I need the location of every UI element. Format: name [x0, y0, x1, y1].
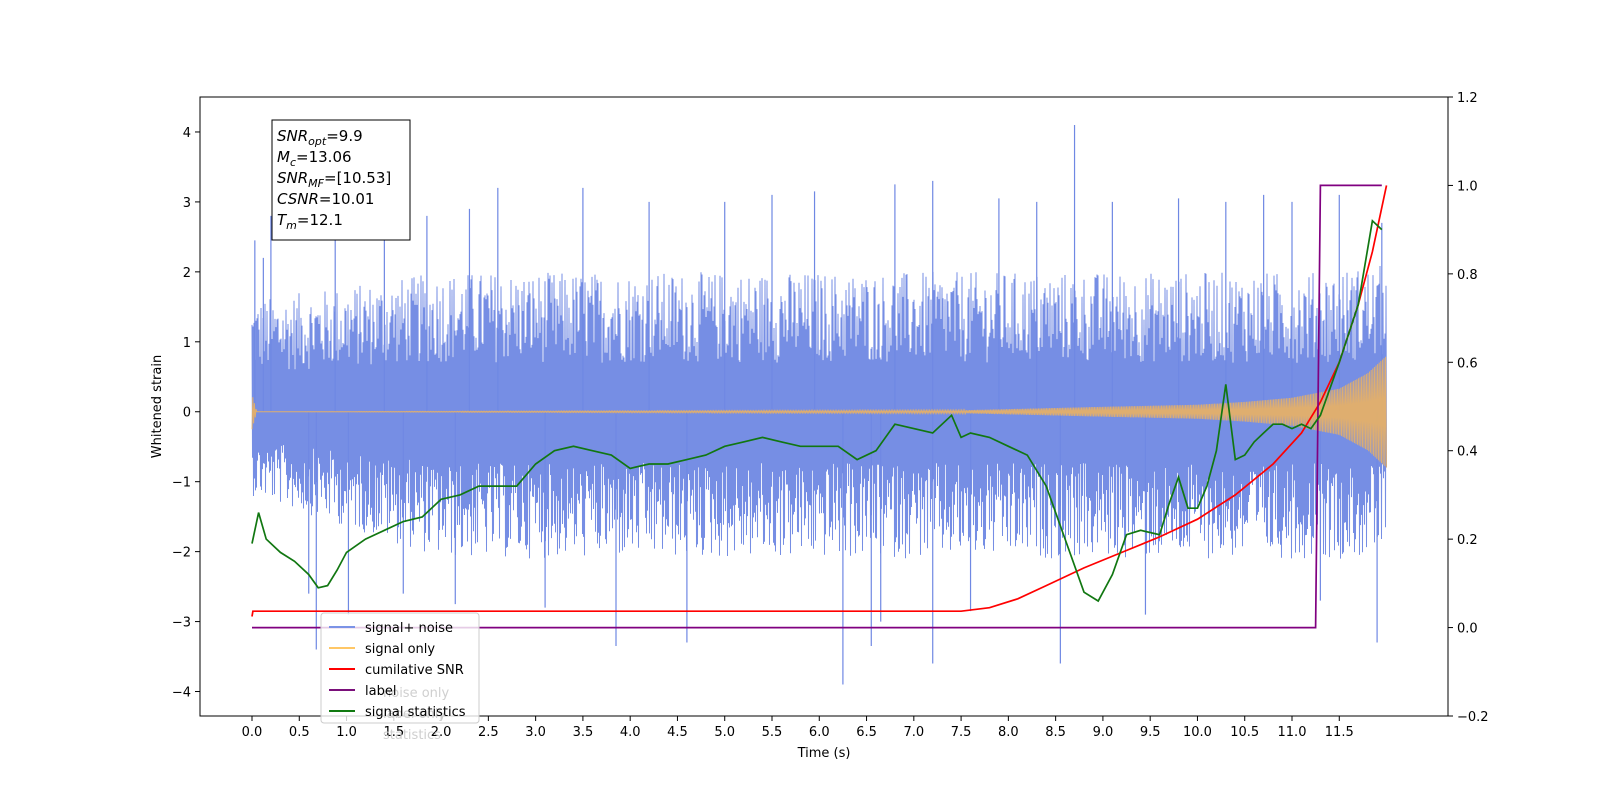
- legend-label: signal+ noise: [365, 621, 453, 636]
- y2-tick-label: 0.6: [1457, 356, 1478, 371]
- y-tick-label: −1: [172, 476, 191, 491]
- y2-tick-label: 0.0: [1457, 622, 1478, 637]
- legend-ghost-text: noise only: [383, 686, 450, 701]
- legend-label: cumilative SNR: [365, 663, 464, 678]
- x-tick-label: 1.0: [336, 725, 357, 740]
- x-tick-label: 7.0: [903, 725, 924, 740]
- y2-tick-label: 0.4: [1457, 445, 1478, 460]
- y2-tick-label: −0.2: [1457, 710, 1489, 725]
- series-signal-only: [251, 356, 1387, 468]
- x-tick-label: 9.5: [1140, 725, 1161, 740]
- x-tick-label: 11.0: [1278, 725, 1307, 740]
- legend-ghost-text: statistics: [383, 728, 441, 743]
- x-tick-label: 3.5: [573, 725, 594, 740]
- legend-ghost-text: label only: [383, 707, 446, 722]
- x-tick-label: 2.5: [478, 725, 499, 740]
- x-tick-label: 9.0: [1093, 725, 1114, 740]
- info-box-frame: [271, 119, 411, 241]
- info-line: Mc=13.06: [277, 148, 352, 169]
- x-tick-label: 8.0: [998, 725, 1019, 740]
- x-tick-label: 7.5: [951, 725, 972, 740]
- x-tick-label: 5.5: [762, 725, 783, 740]
- y-tick-label: −3: [172, 616, 191, 631]
- x-tick-label: 5.0: [714, 725, 735, 740]
- x-tick-label: 4.0: [620, 725, 641, 740]
- legend-label: signal only: [365, 642, 435, 657]
- y2-tick-label: 1.0: [1457, 179, 1478, 194]
- y2-tick-label: 0.2: [1457, 533, 1478, 548]
- y-tick-label: 1: [183, 336, 191, 351]
- legend-label: signal statistics: [365, 705, 466, 720]
- x-tick-label: 11.5: [1325, 725, 1354, 740]
- info-line: SNRMF=[10.53]: [277, 169, 391, 190]
- series-signal-plus-noise: [251, 265, 1387, 559]
- x-tick-label: 4.5: [667, 725, 688, 740]
- info-line: Tm=12.1: [277, 211, 343, 232]
- x-tick-label: 6.5: [856, 725, 877, 740]
- x-tick-label: 0.0: [242, 725, 263, 740]
- x-tick-label: 8.5: [1045, 725, 1066, 740]
- y-tick-label: −2: [172, 546, 191, 561]
- axes-layer: 0.0 0.5 1.0 1.5 2.0 2.5 3.0 3.5 4.0 4.5 5.0 5.5 6.0 6…: [150, 91, 1489, 761]
- x-axis-label: Time (s): [797, 746, 851, 761]
- series-label: [252, 184, 1382, 629]
- info-line: SNRopt=9.9: [277, 127, 363, 148]
- plot-series-layer: [251, 124, 1388, 685]
- y-axis-label: Whitened strain: [150, 355, 165, 458]
- series-signal-statistics: [251, 219, 1383, 603]
- y2-tick-label: 0.8: [1457, 268, 1478, 283]
- info-box: SNRopt=9.9Mc=13.06SNRMF=[10.53]CSNR=10.0…: [271, 119, 411, 241]
- plot-frame: [199, 96, 1449, 717]
- y-tick-label: 4: [183, 126, 191, 141]
- y-tick-label: 3: [183, 196, 191, 211]
- x-tick-label: 0.5: [289, 725, 310, 740]
- x-tick-label: 3.0: [525, 725, 546, 740]
- legend-frame: [320, 612, 480, 724]
- info-line: CSNR=10.01: [277, 190, 374, 208]
- y-tick-label: 2: [183, 266, 191, 281]
- x-tick-label: 6.0: [809, 725, 830, 740]
- x-tick-label: 2.0: [431, 725, 452, 740]
- y-tick-label: −4: [172, 686, 191, 701]
- legend-label: label: [365, 684, 396, 699]
- x-tick-label: 1.5: [383, 725, 404, 740]
- x-tick-label: 10.5: [1230, 725, 1259, 740]
- legend: noise only label only statistics signal+ no…: [320, 612, 480, 743]
- x-tick-label: 10.0: [1183, 725, 1212, 740]
- y2-tick-label: 1.2: [1457, 91, 1478, 106]
- y-tick-label: 0: [183, 406, 191, 421]
